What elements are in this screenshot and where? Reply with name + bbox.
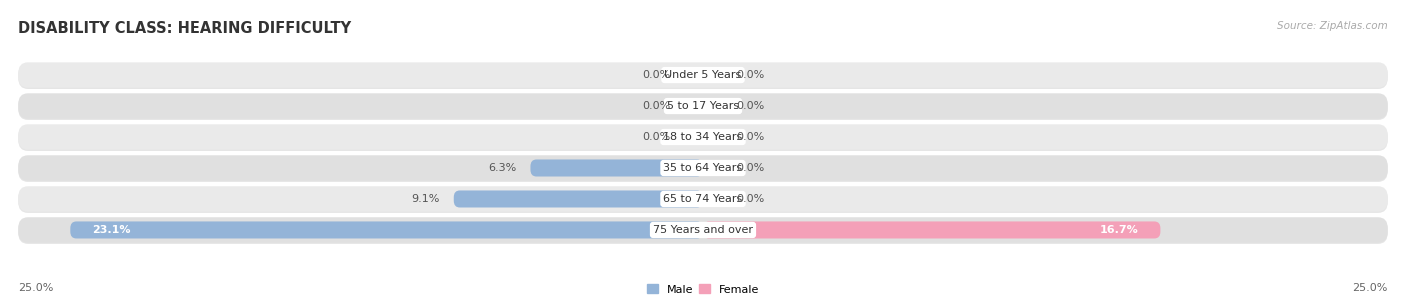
Text: 65 to 74 Years: 65 to 74 Years — [664, 194, 742, 204]
Text: 16.7%: 16.7% — [1099, 225, 1139, 235]
FancyBboxPatch shape — [18, 95, 1388, 120]
FancyBboxPatch shape — [18, 126, 1388, 151]
FancyBboxPatch shape — [703, 221, 1160, 239]
Text: Source: ZipAtlas.com: Source: ZipAtlas.com — [1277, 21, 1388, 31]
FancyBboxPatch shape — [530, 160, 703, 177]
FancyBboxPatch shape — [18, 93, 1388, 119]
FancyBboxPatch shape — [18, 124, 1388, 150]
Text: 0.0%: 0.0% — [735, 132, 763, 142]
Text: 18 to 34 Years: 18 to 34 Years — [664, 132, 742, 142]
FancyBboxPatch shape — [70, 221, 703, 239]
FancyBboxPatch shape — [18, 188, 1388, 213]
Text: 0.0%: 0.0% — [735, 163, 763, 173]
Text: 25.0%: 25.0% — [1353, 283, 1388, 293]
Text: 25.0%: 25.0% — [18, 283, 53, 293]
Text: 9.1%: 9.1% — [412, 194, 440, 204]
FancyBboxPatch shape — [18, 63, 1388, 89]
FancyBboxPatch shape — [18, 62, 1388, 88]
Text: 5 to 17 Years: 5 to 17 Years — [666, 101, 740, 111]
FancyBboxPatch shape — [18, 155, 1388, 181]
Text: 0.0%: 0.0% — [735, 101, 763, 111]
Text: Under 5 Years: Under 5 Years — [665, 70, 741, 80]
Text: 0.0%: 0.0% — [643, 70, 671, 80]
Text: DISABILITY CLASS: HEARING DIFFICULTY: DISABILITY CLASS: HEARING DIFFICULTY — [18, 21, 352, 36]
FancyBboxPatch shape — [18, 218, 1388, 244]
Text: 75 Years and over: 75 Years and over — [652, 225, 754, 235]
Text: 0.0%: 0.0% — [735, 70, 763, 80]
FancyBboxPatch shape — [18, 186, 1388, 212]
Legend: Male, Female: Male, Female — [643, 280, 763, 299]
FancyBboxPatch shape — [18, 156, 1388, 182]
FancyBboxPatch shape — [454, 190, 703, 207]
Text: 35 to 64 Years: 35 to 64 Years — [664, 163, 742, 173]
Text: 23.1%: 23.1% — [93, 225, 131, 235]
Text: 0.0%: 0.0% — [643, 101, 671, 111]
Text: 6.3%: 6.3% — [488, 163, 517, 173]
Text: 0.0%: 0.0% — [735, 194, 763, 204]
Text: 0.0%: 0.0% — [643, 132, 671, 142]
FancyBboxPatch shape — [18, 217, 1388, 243]
